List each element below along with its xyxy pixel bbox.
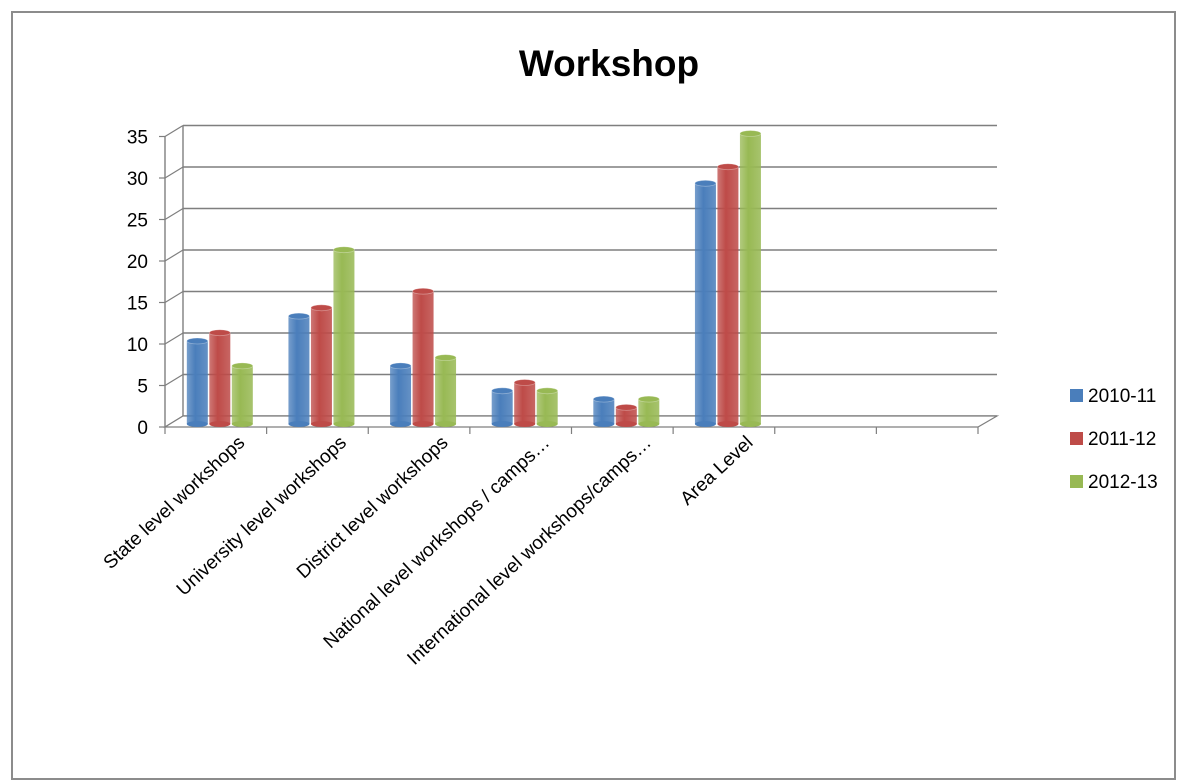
chart-title: Workshop [519, 43, 699, 84]
gridline-depth [164, 249, 184, 262]
bar-body [514, 382, 536, 424]
bar-top [208, 329, 231, 337]
bar-body [310, 307, 332, 424]
bar [513, 379, 536, 427]
bar [231, 362, 254, 427]
x-category-label: Area Level [677, 432, 758, 509]
y-tick-label: 5 [137, 377, 148, 398]
legend-label: 2010-11 [1088, 386, 1156, 407]
bar [186, 337, 209, 427]
bar-top [694, 179, 717, 187]
gridline-depth [164, 290, 184, 304]
bar [717, 163, 739, 427]
bar [389, 362, 412, 427]
bar-top [231, 362, 254, 370]
bar-body [435, 357, 457, 424]
y-tick-label: 25 [127, 211, 148, 232]
bar-top [186, 337, 209, 345]
bar-body [638, 399, 660, 424]
bar-body [390, 365, 412, 424]
bar [491, 387, 514, 427]
bar-body [333, 249, 355, 424]
bar-top [434, 354, 457, 362]
bar-top [288, 312, 310, 320]
bar [615, 403, 638, 427]
bar-top [739, 130, 762, 137]
legend-label: 2011-12 [1088, 429, 1156, 450]
bar-top [536, 387, 559, 395]
gridline-depth [164, 332, 184, 345]
legend-swatch [1070, 389, 1083, 402]
legend-label: 2012-13 [1088, 472, 1158, 493]
bar-body [593, 399, 615, 424]
bar-top [717, 163, 739, 171]
x-category-label: National level workshops / camps… [320, 432, 554, 653]
axes [159, 125, 1000, 434]
gridline-depth [164, 207, 184, 221]
bar-body [615, 407, 637, 424]
bar-top [592, 395, 615, 403]
bar-body [288, 316, 310, 424]
bar-top [615, 403, 638, 411]
bar-body [186, 341, 208, 424]
y-tick-label: 35 [127, 128, 148, 149]
bar-top [333, 246, 355, 254]
bar-top [389, 362, 412, 370]
legend-item: 2011-12 [1070, 429, 1156, 450]
bar-body [536, 390, 558, 424]
bar-top [637, 395, 660, 403]
bar [288, 312, 310, 427]
bar-body [694, 183, 716, 424]
y-tick-label: 10 [127, 335, 148, 356]
bar [739, 130, 762, 427]
y-tick-label: 20 [127, 252, 148, 273]
bar [412, 287, 434, 427]
bar-top [513, 379, 536, 386]
bar [536, 387, 559, 427]
bar-body [739, 133, 761, 424]
y-tick-label: 30 [127, 169, 148, 190]
bar-body [717, 166, 739, 424]
bar [592, 395, 615, 427]
x-category-label: University level workshops [173, 432, 351, 600]
bar-body [491, 390, 513, 424]
legend-swatch [1070, 475, 1083, 488]
bar [637, 395, 660, 427]
gridline-depth [164, 124, 184, 138]
bar-body [412, 291, 434, 424]
y-tick-label: 15 [127, 294, 148, 315]
y-tick-label: 0 [137, 418, 148, 439]
bars [186, 130, 762, 427]
legend-item: 2010-11 [1070, 386, 1156, 407]
bar [208, 329, 231, 427]
chart-floor [162, 415, 1000, 428]
bar-top [310, 304, 333, 312]
bar [694, 179, 717, 427]
bar [434, 354, 457, 427]
bar-top [412, 287, 434, 295]
bar-body [209, 332, 231, 424]
bar [310, 304, 333, 427]
legend-item: 2012-13 [1070, 472, 1158, 493]
legend-swatch [1070, 432, 1083, 445]
gridline-depth [164, 373, 184, 387]
legend: 2010-11 2011-12 2012-13 [1070, 386, 1158, 493]
bar-top [491, 387, 514, 395]
bar-body [231, 365, 253, 424]
gridline-depth [164, 166, 184, 179]
bar [333, 246, 355, 427]
